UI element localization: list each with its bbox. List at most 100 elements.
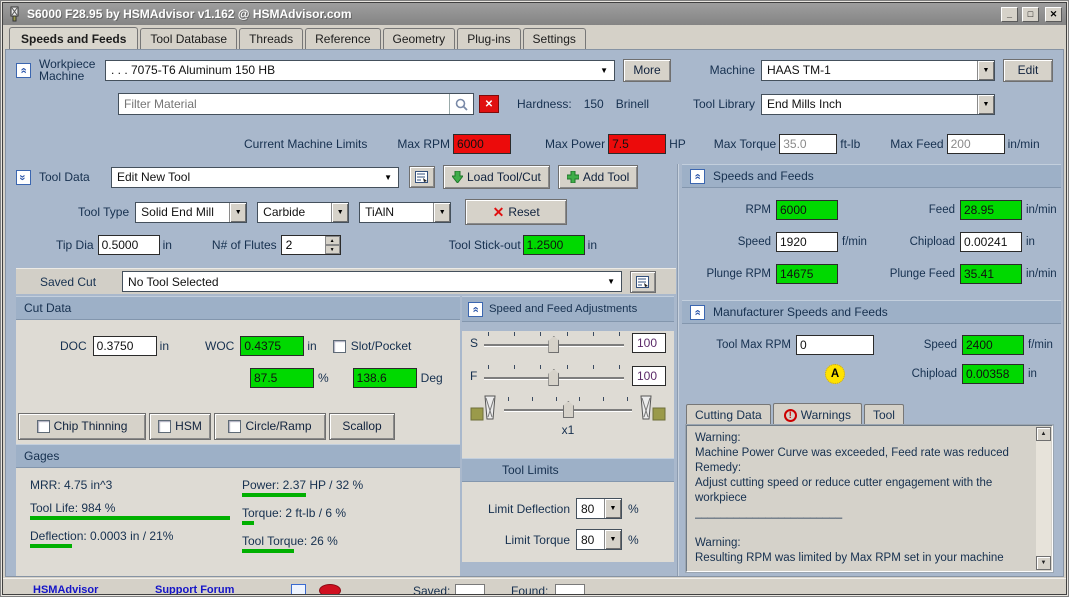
tab-geometry[interactable]: Geometry bbox=[382, 28, 456, 49]
max-rpm-field[interactable]: 6000 bbox=[453, 134, 512, 154]
tab-tool-database[interactable]: Tool Database bbox=[140, 28, 238, 49]
load-tool-cut-button[interactable]: Load Tool/Cut bbox=[443, 165, 550, 189]
rpm-field[interactable]: 6000 bbox=[776, 200, 838, 220]
multiplier-slider-thumb[interactable] bbox=[562, 401, 574, 418]
woc-percent-field[interactable]: 87.5 bbox=[250, 368, 314, 388]
scrollbar-up-icon[interactable]: ▲ bbox=[1036, 427, 1051, 441]
tab-tool[interactable]: Tool bbox=[863, 404, 904, 425]
circle-ramp-button[interactable]: Circle/Ramp bbox=[214, 412, 326, 440]
mfr-chipload-label: Chipload bbox=[911, 368, 957, 380]
mfr-chipload-field[interactable]: 0.00358 bbox=[962, 364, 1024, 384]
dropdown-arrow-icon[interactable]: ▼ bbox=[384, 172, 392, 182]
collapse-adjustments-button[interactable]: « bbox=[468, 301, 483, 317]
tool-library-combobox[interactable]: End Mills Inch ▼ bbox=[761, 93, 995, 115]
support-forum-link[interactable]: Support Forum bbox=[155, 584, 235, 594]
limit-deflection-select[interactable]: 80 ▼ bbox=[576, 498, 622, 519]
scallop-button[interactable]: Scallop bbox=[329, 412, 395, 440]
tool-coating-combobox[interactable]: TiAlN ▼ bbox=[359, 201, 452, 223]
s-slider-thumb[interactable] bbox=[548, 336, 560, 353]
tab-plugins[interactable]: Plug-ins bbox=[457, 28, 521, 49]
adjustments-panel: « Speed and Feed Adjustments S 100 F bbox=[462, 296, 674, 465]
hsm-checkbox[interactable] bbox=[158, 419, 172, 433]
stepper-up-icon[interactable]: ▲ bbox=[324, 236, 340, 245]
max-feed-field[interactable]: 200 bbox=[946, 134, 1005, 154]
saved-cut-list-button[interactable] bbox=[630, 270, 657, 293]
tab-cutting-data[interactable]: Cutting Data bbox=[686, 404, 771, 425]
tab-reference[interactable]: Reference bbox=[305, 28, 381, 49]
warnings-scrollbar[interactable]: ▲ ▼ bbox=[1036, 427, 1051, 570]
chip-thinning-button[interactable]: Chip Thinning bbox=[18, 412, 146, 440]
stickout-field[interactable]: 1.2500 bbox=[522, 235, 585, 255]
hsm-button[interactable]: HSM bbox=[149, 412, 211, 440]
clear-filter-button[interactable]: ✕ bbox=[479, 95, 499, 113]
hsmadvisor-link[interactable]: HSMAdvisor bbox=[33, 584, 99, 594]
tab-warnings[interactable]: ! Warnings bbox=[772, 403, 862, 426]
feed-field[interactable]: 28.95 bbox=[960, 200, 1022, 220]
tool-list-button[interactable] bbox=[409, 166, 435, 188]
collapse-speeds-button[interactable]: « bbox=[690, 168, 705, 184]
dropdown-arrow-icon[interactable]: ▼ bbox=[229, 202, 247, 222]
circle-ramp-checkbox[interactable] bbox=[228, 419, 242, 433]
f-slider[interactable] bbox=[484, 364, 624, 388]
woc-field[interactable]: 0.4375 bbox=[240, 336, 305, 356]
dropdown-arrow-icon[interactable]: ▼ bbox=[433, 202, 451, 222]
tool-combobox[interactable]: Edit New Tool ▼ bbox=[111, 166, 399, 188]
reset-button[interactable]: ✕ Reset bbox=[465, 199, 568, 225]
saved-cut-combobox[interactable]: No Tool Selected ▼ bbox=[122, 271, 623, 292]
tool-type-combobox[interactable]: Solid End Mill ▼ bbox=[135, 201, 248, 223]
material-combobox[interactable]: . . . 7075-T6 Aluminum 150 HB ▼ bbox=[105, 59, 615, 81]
tab-speeds-and-feeds[interactable]: Speeds and Feeds bbox=[9, 27, 139, 50]
chip-thinning-checkbox[interactable] bbox=[36, 419, 50, 433]
tab-settings[interactable]: Settings bbox=[522, 28, 586, 49]
search-button[interactable] bbox=[449, 94, 473, 114]
machine-combobox[interactable]: HAAS TM-1 ▼ bbox=[761, 59, 995, 81]
maximize-button[interactable]: □ bbox=[1022, 6, 1039, 22]
slot-pocket-checkbox[interactable] bbox=[332, 339, 346, 353]
web-icon[interactable] bbox=[291, 584, 306, 594]
add-tool-button[interactable]: Add Tool bbox=[557, 165, 639, 189]
s-value-field[interactable]: 100 bbox=[632, 333, 666, 353]
collapse-tool-data-button[interactable]: « bbox=[16, 169, 31, 185]
speed-field[interactable]: 1920 bbox=[776, 232, 838, 252]
close-button[interactable]: ✕ bbox=[1045, 6, 1062, 22]
dropdown-arrow-icon[interactable]: ▼ bbox=[604, 530, 621, 549]
multiplier-slider[interactable] bbox=[504, 396, 632, 420]
tip-dia-field[interactable]: 0.5000 bbox=[97, 235, 160, 255]
plunge-feed-field[interactable]: 35.41 bbox=[960, 264, 1022, 284]
collapse-manufacturer-button[interactable]: « bbox=[690, 304, 705, 320]
endmill-large-icon bbox=[640, 395, 666, 421]
filter-material-input[interactable] bbox=[119, 95, 449, 113]
woc-unit: in bbox=[307, 339, 317, 353]
dropdown-arrow-icon[interactable]: ▼ bbox=[607, 277, 616, 286]
f-slider-thumb[interactable] bbox=[548, 369, 560, 386]
engagement-deg-field[interactable]: 138.6 bbox=[352, 368, 417, 388]
more-button[interactable]: More bbox=[623, 58, 671, 82]
doc-field[interactable]: 0.3750 bbox=[92, 336, 157, 356]
tool-max-rpm-field[interactable]: 0 bbox=[796, 335, 874, 355]
collapse-workpiece-button[interactable]: « bbox=[16, 62, 31, 78]
chevron-up-icon: « bbox=[692, 308, 704, 316]
minimize-button[interactable]: _ bbox=[1001, 6, 1018, 22]
edit-machine-button[interactable]: Edit bbox=[1003, 58, 1053, 82]
dropdown-arrow-icon[interactable]: ▼ bbox=[604, 499, 621, 518]
dropdown-arrow-icon[interactable]: ▼ bbox=[977, 94, 994, 114]
filter-row: ✕ Hardness: 150 Brinell Tool Library End… bbox=[16, 92, 1053, 116]
dropdown-arrow-icon[interactable]: ▼ bbox=[600, 65, 608, 75]
f-value-field[interactable]: 100 bbox=[632, 366, 666, 386]
dropdown-arrow-icon[interactable]: ▼ bbox=[977, 60, 994, 80]
flutes-stepper[interactable]: 2 ▲ ▼ bbox=[280, 235, 341, 255]
plunge-rpm-field[interactable]: 14675 bbox=[776, 264, 838, 284]
dropdown-arrow-icon[interactable]: ▼ bbox=[331, 202, 349, 222]
max-torque-field[interactable]: 35.0 bbox=[779, 134, 838, 154]
mfr-speed-field[interactable]: 2400 bbox=[962, 335, 1024, 355]
limit-torque-select[interactable]: 80 ▼ bbox=[576, 529, 622, 550]
chipload-field[interactable]: 0.00241 bbox=[960, 232, 1022, 252]
brand-icon[interactable] bbox=[319, 584, 341, 594]
tool-material-combobox[interactable]: Carbide ▼ bbox=[257, 201, 350, 223]
stepper-down-icon[interactable]: ▼ bbox=[324, 245, 340, 254]
s-slider[interactable] bbox=[484, 331, 624, 355]
auto-badge[interactable]: A bbox=[825, 364, 845, 384]
scrollbar-down-icon[interactable]: ▼ bbox=[1036, 556, 1051, 570]
max-power-field[interactable]: 7.5 bbox=[608, 134, 667, 154]
tab-threads[interactable]: Threads bbox=[239, 28, 304, 49]
